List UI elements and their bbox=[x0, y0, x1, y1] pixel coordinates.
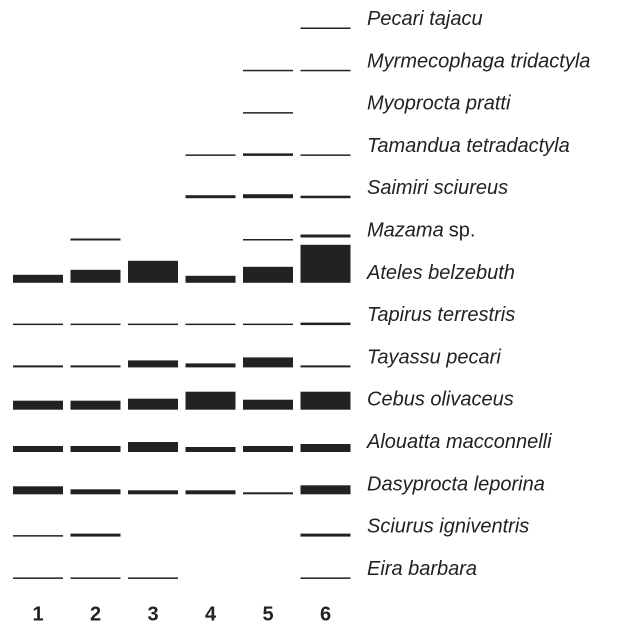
species-name: Myoprocta pratti bbox=[367, 93, 511, 115]
band bbox=[128, 324, 178, 326]
band bbox=[243, 492, 293, 494]
band bbox=[128, 399, 178, 410]
band bbox=[71, 324, 121, 326]
lane-label: 2 bbox=[90, 603, 101, 625]
band bbox=[301, 365, 351, 367]
species-name: Eira barbara bbox=[367, 558, 477, 580]
band bbox=[128, 360, 178, 367]
band bbox=[13, 535, 63, 537]
band bbox=[301, 154, 351, 156]
species-name: Tayassu pecari bbox=[367, 347, 501, 369]
band bbox=[301, 534, 351, 537]
species-suffix: sp. bbox=[449, 220, 476, 242]
species-name: Ateles belzebuth bbox=[366, 262, 515, 284]
species-label: Saimiri sciureus bbox=[367, 177, 508, 199]
species-name: Saimiri sciureus bbox=[367, 177, 508, 199]
band bbox=[186, 324, 236, 326]
species-name: Cebus olivaceus bbox=[367, 389, 514, 411]
band bbox=[71, 534, 121, 537]
band bbox=[71, 365, 121, 367]
lane-label: 4 bbox=[205, 603, 217, 625]
band bbox=[128, 490, 178, 494]
band bbox=[13, 446, 63, 452]
lane-label: 1 bbox=[32, 603, 43, 625]
species-name: Tapirus terrestris bbox=[367, 304, 515, 326]
species-label: Eira barbara bbox=[367, 558, 477, 580]
band bbox=[71, 270, 121, 283]
band bbox=[301, 323, 351, 326]
species-label: Tayassu pecari bbox=[367, 347, 501, 369]
species-label: Myoprocta pratti bbox=[367, 93, 511, 115]
band bbox=[243, 239, 293, 241]
species-label: Pecari tajacu bbox=[367, 8, 483, 30]
species-label: Dasyprocta leporina bbox=[367, 474, 545, 496]
band bbox=[243, 446, 293, 452]
band bbox=[243, 400, 293, 410]
band bbox=[71, 446, 121, 452]
species-name: Mazama bbox=[367, 220, 444, 242]
species-name: Sciurus igniventris bbox=[367, 516, 529, 538]
species-name: Myrmecophaga tridactyla bbox=[367, 51, 590, 73]
band bbox=[301, 70, 351, 72]
species-label: Alouatta macconnelli bbox=[366, 431, 552, 453]
band bbox=[13, 401, 63, 410]
band bbox=[301, 392, 351, 410]
band bbox=[13, 365, 63, 367]
band bbox=[243, 112, 293, 114]
lane-label: 6 bbox=[320, 603, 331, 625]
band bbox=[243, 267, 293, 283]
band bbox=[13, 577, 63, 579]
band bbox=[71, 239, 121, 241]
band bbox=[186, 154, 236, 156]
species-label: Tapirus terrestris bbox=[367, 304, 515, 326]
band bbox=[301, 444, 351, 452]
band bbox=[13, 275, 63, 283]
species-label: Tamandua tetradactyla bbox=[367, 135, 570, 157]
species-name: Alouatta macconnelli bbox=[366, 431, 552, 453]
species-name: Tamandua tetradactyla bbox=[367, 135, 570, 157]
band bbox=[301, 245, 351, 283]
band bbox=[301, 577, 351, 579]
band bbox=[301, 235, 351, 238]
band bbox=[301, 28, 351, 30]
species-label: Cebus olivaceus bbox=[367, 389, 514, 411]
band bbox=[128, 442, 178, 452]
band bbox=[13, 324, 63, 326]
band bbox=[71, 577, 121, 579]
band bbox=[243, 194, 293, 198]
band bbox=[186, 195, 236, 198]
band bbox=[128, 261, 178, 283]
species-name: Dasyprocta leporina bbox=[367, 474, 545, 496]
band bbox=[186, 276, 236, 283]
species-label: Myrmecophaga tridactyla bbox=[367, 51, 590, 73]
band bbox=[243, 357, 293, 367]
species-label: Ateles belzebuth bbox=[366, 262, 515, 284]
band bbox=[301, 196, 351, 199]
gel-diagram: Pecari tajacu Myrmecophaga tridactyla Myop… bbox=[0, 0, 640, 627]
band bbox=[128, 577, 178, 579]
band bbox=[186, 490, 236, 494]
band bbox=[243, 70, 293, 72]
band bbox=[186, 392, 236, 410]
band bbox=[71, 489, 121, 494]
species-label: Sciurus igniventris bbox=[367, 516, 529, 538]
lane-label: 5 bbox=[262, 603, 273, 625]
band bbox=[301, 485, 351, 494]
band bbox=[243, 153, 293, 156]
band bbox=[13, 486, 63, 494]
band bbox=[243, 324, 293, 326]
band bbox=[186, 447, 236, 452]
band bbox=[71, 401, 121, 410]
lane-label: 3 bbox=[147, 603, 158, 625]
species-name: Pecari tajacu bbox=[367, 8, 483, 30]
band bbox=[186, 363, 236, 367]
